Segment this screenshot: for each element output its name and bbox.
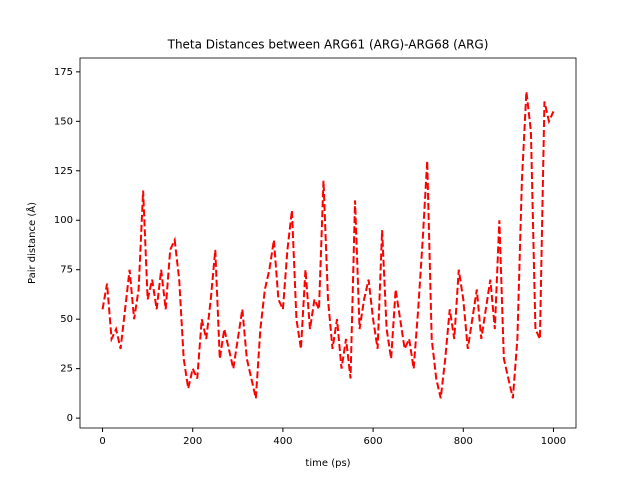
x-tick-label: 200 [183,436,202,447]
x-tick-label: 0 [99,436,105,447]
y-tick-label: 125 [54,166,73,177]
y-tick-label: 100 [54,215,73,226]
y-tick-label: 75 [60,265,73,276]
x-axis-label: time (ps) [305,458,350,469]
y-tick-label: 25 [60,364,73,375]
x-tick-label: 800 [454,436,473,447]
y-tick-label: 0 [67,413,73,424]
data-line [101,91,555,399]
x-tick-label: 1000 [541,436,566,447]
y-tick-label: 150 [54,116,73,127]
y-axis-label: Pair distance (Å) [25,202,38,284]
plot-frame [79,57,577,429]
y-tick-label: 175 [54,67,73,78]
x-tick-label: 400 [273,436,292,447]
y-tick-label: 50 [60,314,73,325]
chart-title: Theta Distances between ARG61 (ARG)-ARG6… [167,38,489,52]
x-tick-label: 600 [364,436,383,447]
